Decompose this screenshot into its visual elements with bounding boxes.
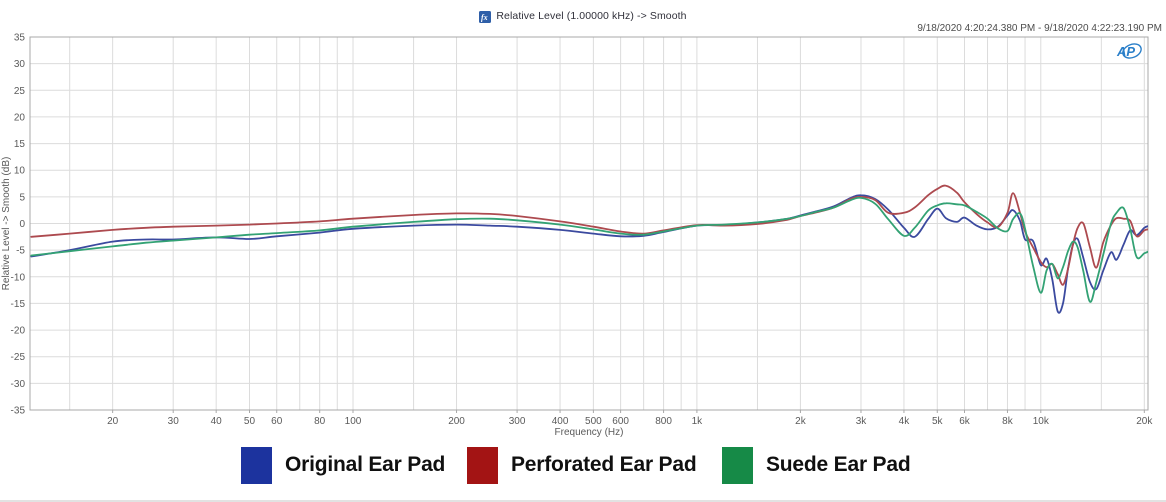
legend-label: Suede Ear Pad [766,453,911,476]
series-perforated-ear-pad [30,184,1148,286]
svg-text:15: 15 [14,139,26,150]
svg-text:100: 100 [345,416,362,427]
svg-text:5: 5 [19,192,25,203]
x-axis-tick-labels: 20 30 40 50 60 80 100 200 300 400 500 600 800 1k 2k 3k 4… [107,410,1153,427]
page-title: Relative Level (1.00000 kHz) -> Smooth [496,10,687,22]
bottom-divider [0,500,1166,502]
series-suede-ear-pad [30,196,1148,303]
legend-color-swatch [241,446,272,484]
gridlines [30,37,1148,410]
svg-text:-30: -30 [11,379,26,390]
plot-border [29,36,1149,411]
svg-text:-35: -35 [11,406,26,417]
svg-text:600: 600 [612,416,629,427]
svg-text:30: 30 [168,416,180,427]
svg-text:-20: -20 [11,326,26,337]
svg-text:10k: 10k [1033,416,1050,427]
svg-text:8k: 8k [1002,416,1014,427]
svg-text:200: 200 [448,416,465,427]
svg-text:50: 50 [244,416,256,427]
legend-item-perforated-ear-pad: Perforated Ear Pad [467,444,697,486]
legend: Original Ear Pad Perforated Ear Pad Sued… [0,444,1166,490]
legend-item-suede-ear-pad: Suede Ear Pad [722,444,911,486]
svg-text:35: 35 [14,33,26,44]
svg-text:-25: -25 [11,352,26,363]
legend-item-original-ear-pad: Original Ear Pad [241,444,445,486]
svg-text:25: 25 [14,86,26,97]
ap-logo: AP [1112,41,1144,63]
legend-label: Original Ear Pad [285,453,446,476]
y-axis-title: Relative Level -> Smooth (dB) [1,157,12,291]
svg-text:20: 20 [14,112,26,123]
svg-text:300: 300 [509,416,526,427]
legend-label: Perforated Ear Pad [511,453,697,476]
svg-text:2k: 2k [795,416,807,427]
svg-text:40: 40 [211,416,223,427]
svg-text:400: 400 [552,416,569,427]
y-axis-tick-labels: 35 30 25 20 15 10 5 0 -5 -10 -15 -20 -25 -30 -35 [11,33,26,417]
svg-text:6k: 6k [959,416,971,427]
svg-text:-10: -10 [11,272,26,283]
svg-text:60: 60 [271,416,283,427]
svg-text:fx: fx [481,13,488,22]
function-graph-icon: fx [479,10,492,23]
svg-text:0: 0 [19,219,25,230]
series-original-ear-pad [30,194,1148,314]
svg-text:800: 800 [655,416,672,427]
svg-text:80: 80 [314,416,326,427]
svg-text:500: 500 [585,416,602,427]
series-curves [30,184,1148,314]
chart-header: fx Relative Level (1.00000 kHz) -> Smoot… [0,10,1166,23]
svg-text:4k: 4k [899,416,911,427]
svg-text:30: 30 [14,59,26,70]
svg-text:1k: 1k [692,416,704,427]
x-axis-title: Frequency (Hz) [555,427,624,438]
legend-color-swatch [722,446,753,484]
legend-color-swatch [467,446,498,484]
svg-text:5k: 5k [932,416,944,427]
svg-text:10: 10 [14,166,26,177]
svg-text:AP: AP [1116,44,1135,59]
svg-text:20k: 20k [1136,416,1153,427]
svg-text:-5: -5 [16,246,25,257]
svg-text:20: 20 [107,416,119,427]
measurement-timestamp: 9/18/2020 4:20:24.380 PM - 9/18/2020 4:2… [917,23,1162,34]
svg-text:3k: 3k [856,416,868,427]
svg-text:-15: -15 [11,299,26,310]
